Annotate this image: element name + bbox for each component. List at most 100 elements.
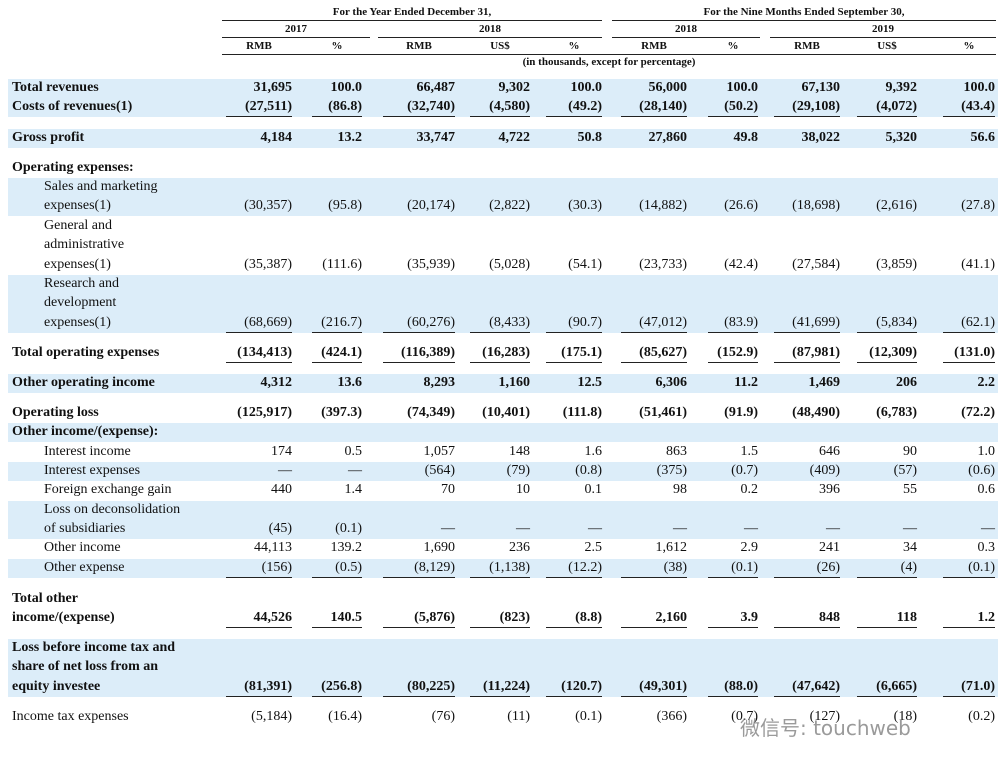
cell-value: (29,108) xyxy=(792,99,840,114)
cell-underline xyxy=(546,331,602,333)
cell-value: (5,184) xyxy=(251,709,292,724)
cell-value: 1.6 xyxy=(584,444,603,459)
cell-value: (71.0) xyxy=(961,678,995,694)
cell-value: (12.2) xyxy=(568,560,602,575)
cell-value: 67,130 xyxy=(801,80,841,95)
cell-value: 4,184 xyxy=(260,130,293,145)
cell-value: 100.0 xyxy=(570,80,603,95)
header-rule xyxy=(222,20,602,21)
cell-value: (3,859) xyxy=(876,256,917,272)
cell-value: (156) xyxy=(261,560,292,575)
header-rule xyxy=(612,20,996,21)
cell-underline xyxy=(470,331,530,333)
cell-underline xyxy=(774,362,840,363)
row-label: Other income xyxy=(44,540,121,555)
cell-underline xyxy=(943,362,995,363)
cell-value: (74,349) xyxy=(407,405,455,420)
row-label: administrative xyxy=(44,237,125,253)
row-label: Loss on deconsolidation xyxy=(44,502,181,517)
cell-value: — xyxy=(588,521,602,537)
cell-value: (216.7) xyxy=(321,314,362,330)
cell-value: — xyxy=(348,463,362,478)
year: 2018 xyxy=(479,23,501,35)
header-rule xyxy=(612,37,760,38)
cell-value: (0.1) xyxy=(731,560,758,575)
unit: % xyxy=(568,40,580,52)
cell-value: 9,302 xyxy=(498,80,531,95)
cell-underline xyxy=(943,116,995,117)
cell-value: 33,747 xyxy=(416,130,456,145)
cell-underline xyxy=(546,362,602,363)
cell-underline xyxy=(708,695,758,697)
unit: US$ xyxy=(877,40,897,52)
cell-value: 44,526 xyxy=(253,610,293,626)
cell-underline xyxy=(312,695,362,697)
cell-value: (116,389) xyxy=(400,345,455,360)
cell-underline xyxy=(312,116,362,117)
cell-value: 236 xyxy=(509,540,530,555)
cell-value: (26.6) xyxy=(724,198,758,214)
cell-value: (90.7) xyxy=(568,314,602,330)
cell-value: (397.3) xyxy=(321,405,362,420)
cell-value: (50.2) xyxy=(724,99,758,114)
cell-value: (51,461) xyxy=(639,405,687,420)
cell-value: 848 xyxy=(819,610,840,626)
cell-underline xyxy=(383,116,455,117)
row-label: expenses(1) xyxy=(44,256,111,272)
cell-value: (47,012) xyxy=(639,314,687,330)
cell-value: 100.0 xyxy=(726,80,759,95)
cell-underline xyxy=(621,116,687,117)
cell-value: (86.8) xyxy=(328,99,362,114)
cell-underline xyxy=(621,362,687,363)
cell-value: (6,665) xyxy=(876,678,917,694)
cell-value: (823) xyxy=(499,610,530,626)
cell-value: (43.4) xyxy=(961,99,995,114)
cell-underline xyxy=(383,362,455,363)
cell-underline xyxy=(226,577,292,578)
cell-value: (0.1) xyxy=(968,560,995,575)
row-label: Gross profit xyxy=(12,130,85,145)
cell-value: (1,138) xyxy=(489,560,530,575)
cell-value: (14,882) xyxy=(639,198,687,214)
cell-value: 646 xyxy=(819,444,840,459)
cell-value: 206 xyxy=(896,375,917,390)
cell-value: 140.5 xyxy=(330,610,363,626)
row-shading xyxy=(8,177,998,217)
cell-value: (83.9) xyxy=(724,314,758,330)
cell-value: — xyxy=(516,521,530,537)
cell-value: — xyxy=(903,521,917,537)
cell-value: 148 xyxy=(509,444,530,459)
cell-value: 1.5 xyxy=(740,444,759,459)
cell-value: 12.5 xyxy=(577,375,603,390)
cell-value: 49.8 xyxy=(733,130,759,145)
cell-value: 55 xyxy=(903,482,917,497)
cell-value: 9,392 xyxy=(885,80,918,95)
cell-value: (47,642) xyxy=(792,678,840,694)
unit: % xyxy=(963,40,975,52)
cell-underline xyxy=(943,577,995,578)
cell-value: 1.0 xyxy=(977,444,996,459)
cell-value: 56,000 xyxy=(648,80,688,95)
cell-underline xyxy=(857,331,917,333)
cell-value: 0.6 xyxy=(977,482,996,497)
cell-value: (120.7) xyxy=(561,678,602,694)
cell-value: (76) xyxy=(431,709,455,724)
row-label: Interest income xyxy=(44,444,131,459)
cell-underline xyxy=(546,695,602,697)
cell-underline xyxy=(708,362,758,363)
cell-underline xyxy=(470,116,530,117)
cell-underline xyxy=(621,331,687,333)
cell-value: (54.1) xyxy=(568,256,602,272)
cell-underline xyxy=(470,627,530,629)
row-shading xyxy=(8,500,998,540)
cell-value: (18) xyxy=(893,709,917,724)
unit: % xyxy=(727,40,739,52)
cell-value: (38) xyxy=(663,560,687,575)
year: 2018 xyxy=(675,23,697,35)
cell-underline xyxy=(943,627,995,629)
cell-value: 34 xyxy=(903,540,917,555)
cell-value: 44,113 xyxy=(254,540,292,555)
cell-value: (152.9) xyxy=(717,345,758,360)
cell-underline xyxy=(312,627,362,629)
cell-value: (49,301) xyxy=(639,678,687,694)
